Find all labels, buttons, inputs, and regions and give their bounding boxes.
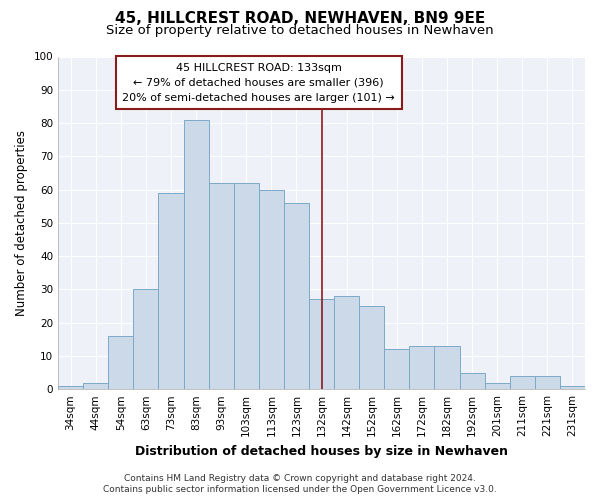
Text: Size of property relative to detached houses in Newhaven: Size of property relative to detached ho… xyxy=(106,24,494,37)
Bar xyxy=(58,386,83,389)
Bar xyxy=(83,382,108,389)
X-axis label: Distribution of detached houses by size in Newhaven: Distribution of detached houses by size … xyxy=(135,444,508,458)
Bar xyxy=(259,190,284,389)
Bar xyxy=(359,306,384,389)
Text: Contains HM Land Registry data © Crown copyright and database right 2024.
Contai: Contains HM Land Registry data © Crown c… xyxy=(103,474,497,494)
Bar xyxy=(460,372,485,389)
Text: 45, HILLCREST ROAD, NEWHAVEN, BN9 9EE: 45, HILLCREST ROAD, NEWHAVEN, BN9 9EE xyxy=(115,11,485,26)
Text: 45 HILLCREST ROAD: 133sqm
← 79% of detached houses are smaller (396)
20% of semi: 45 HILLCREST ROAD: 133sqm ← 79% of detac… xyxy=(122,63,395,103)
Bar xyxy=(434,346,460,389)
Bar xyxy=(560,386,585,389)
Bar xyxy=(133,290,158,389)
Bar xyxy=(284,203,309,389)
Bar xyxy=(485,382,510,389)
Bar xyxy=(233,183,259,389)
Bar xyxy=(510,376,535,389)
Bar xyxy=(309,300,334,389)
Bar xyxy=(158,193,184,389)
Bar xyxy=(334,296,359,389)
Y-axis label: Number of detached properties: Number of detached properties xyxy=(15,130,28,316)
Bar xyxy=(108,336,133,389)
Bar xyxy=(384,350,409,389)
Bar xyxy=(209,183,233,389)
Bar xyxy=(535,376,560,389)
Bar xyxy=(184,120,209,389)
Bar xyxy=(409,346,434,389)
